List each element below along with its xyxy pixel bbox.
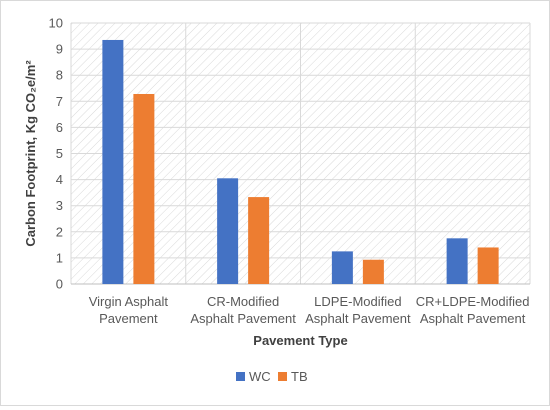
- x-category-label: CR-Modified Asphalt Pavement: [190, 294, 296, 326]
- x-category-label-line: CR+LDPE-Modified: [416, 294, 530, 309]
- legend-label-wc: WC: [249, 369, 271, 384]
- y-tick-label: 4: [56, 172, 63, 187]
- y-tick-label: 7: [56, 94, 63, 109]
- bar-wc: [102, 39, 124, 285]
- x-category-label-line: CR-Modified: [207, 294, 279, 309]
- y-tick-label: 5: [56, 146, 63, 161]
- y-tick-label: 9: [56, 42, 63, 57]
- x-category-label: Virgin Asphalt Pavement: [89, 294, 169, 326]
- y-tick-label: 10: [49, 16, 63, 31]
- y-axis-ticks: 0 1 2 3 4 5 6 7 8 9 10: [49, 16, 63, 292]
- bar-tb: [248, 197, 270, 284]
- bar-tb: [477, 247, 499, 284]
- x-category-label-line: Virgin Asphalt: [89, 294, 169, 309]
- y-tick-label: 0: [56, 277, 63, 292]
- bar-wc: [217, 178, 239, 284]
- y-tick-label: 1: [56, 250, 63, 265]
- bar-tb: [133, 93, 155, 284]
- x-category-label-line: Asphalt Pavement: [190, 311, 296, 326]
- y-tick-label: 3: [56, 198, 63, 213]
- y-tick-label: 2: [56, 224, 63, 239]
- bar-tb: [362, 259, 384, 284]
- bar-wc: [446, 238, 468, 284]
- x-axis-categories: Virgin Asphalt Pavement CR-Modified Asphalt…: [89, 294, 530, 326]
- y-tick-label: 8: [56, 68, 63, 83]
- x-axis-title: Pavement Type: [253, 333, 347, 348]
- y-axis-title: Carbon Footprint, Kg CO₂e/m²: [23, 60, 38, 247]
- legend-label-tb: TB: [291, 369, 308, 384]
- legend-swatch-tb: [278, 372, 287, 381]
- x-category-label-line: Pavement: [99, 311, 158, 326]
- x-category-label-line: Asphalt Pavement: [420, 311, 526, 326]
- bar-wc: [331, 251, 353, 284]
- x-category-label-line: LDPE-Modified: [314, 294, 401, 309]
- y-tick-label: 6: [56, 120, 63, 135]
- plot-area: [70, 22, 531, 285]
- x-category-label-line: Asphalt Pavement: [305, 311, 411, 326]
- legend-swatch-wc: [236, 372, 245, 381]
- bars: [102, 39, 499, 285]
- x-category-label: LDPE-Modified Asphalt Pavement: [305, 294, 411, 326]
- legend: WC TB: [236, 369, 308, 384]
- x-category-label: CR+LDPE-Modified Asphalt Pavement: [416, 294, 530, 326]
